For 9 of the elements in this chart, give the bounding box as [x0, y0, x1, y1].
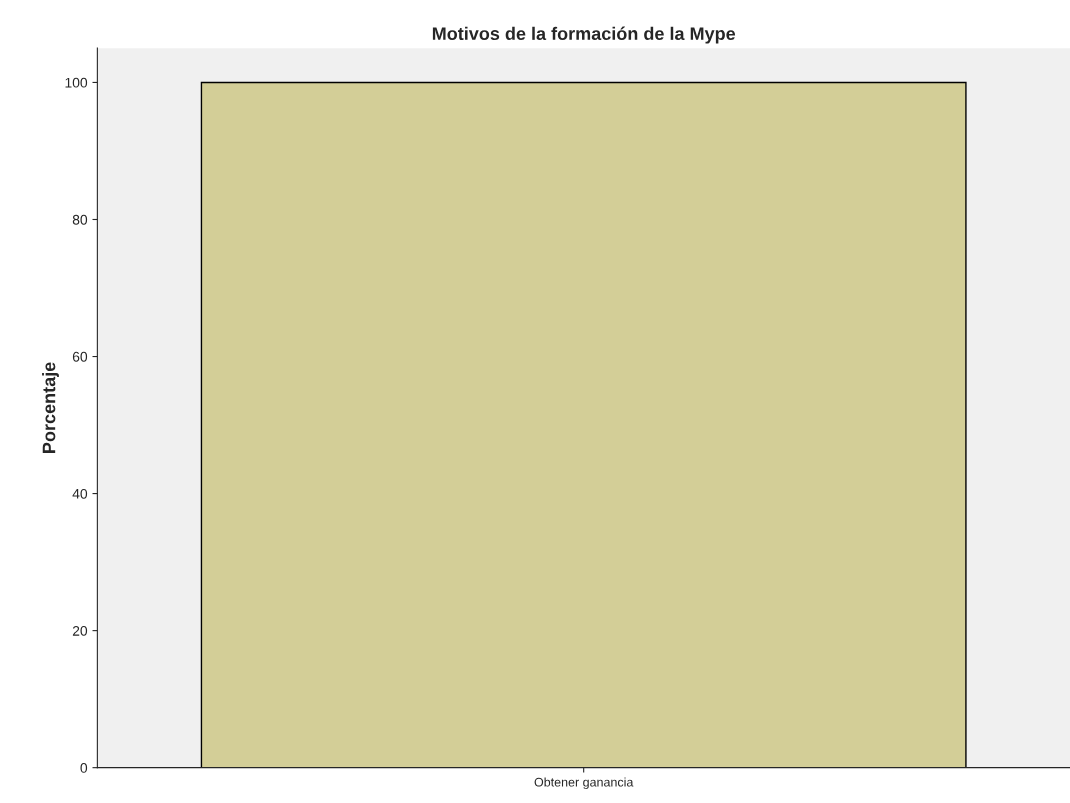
y-tick-label: 0	[80, 763, 88, 773]
y-tick-label: 100	[65, 77, 88, 88]
y-tick-label: 20	[72, 625, 88, 636]
y-tick-label: 80	[72, 214, 88, 225]
y-axis-title: Porcentaje	[42, 362, 59, 453]
y-tick-label: 40	[72, 488, 88, 499]
x-tick-label: Obtener ganancia	[534, 777, 634, 790]
y-tick-label: 60	[72, 351, 88, 362]
chart-title: Motivos de la formación de la Mype	[432, 26, 736, 44]
